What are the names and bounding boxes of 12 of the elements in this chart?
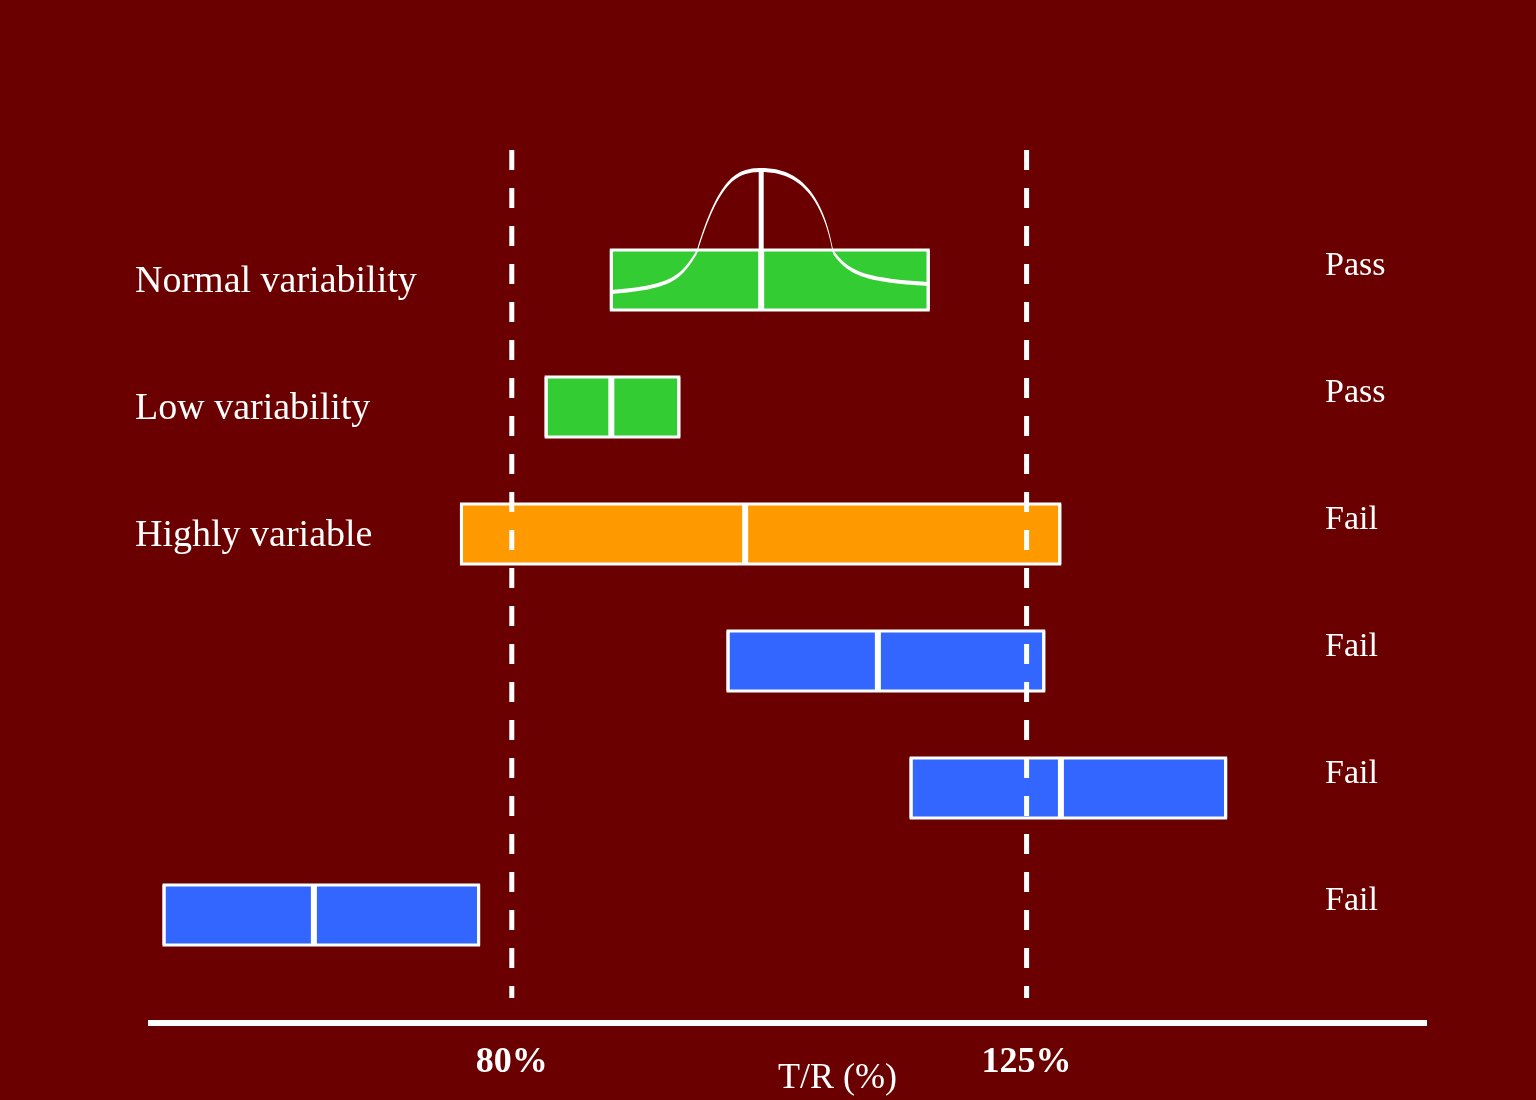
- annotation: Fail: [1325, 880, 1378, 917]
- y-tick-label: Highly variable: [135, 512, 373, 554]
- y-tick-label: Low variability: [135, 385, 371, 427]
- x-tick-label: 80%: [475, 1040, 548, 1080]
- y-tick-label: Normal variability: [135, 258, 417, 300]
- x-axis-title: T/R (%): [778, 1056, 897, 1096]
- annotation: Pass: [1325, 372, 1386, 409]
- annotation: Fail: [1325, 499, 1378, 536]
- annotation: Fail: [1325, 626, 1378, 663]
- annotation: Pass: [1325, 245, 1386, 282]
- annotation: Fail: [1325, 753, 1378, 790]
- x-tick-label: 125%: [981, 1040, 1072, 1080]
